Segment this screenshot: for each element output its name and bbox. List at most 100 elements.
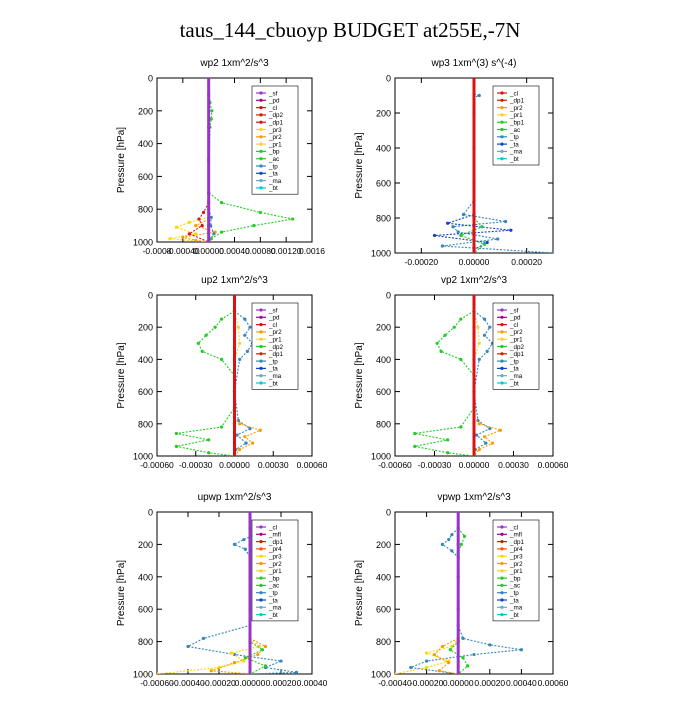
data-point xyxy=(248,672,252,674)
y-tick-label: 200 xyxy=(376,109,391,119)
data-point xyxy=(207,78,211,80)
legend-label: _pr2 xyxy=(509,561,523,568)
y-tick-label: 200 xyxy=(376,540,391,550)
legend-label: _ac xyxy=(509,583,520,590)
data-point xyxy=(472,422,476,426)
legend-marker xyxy=(500,561,504,566)
data-point xyxy=(232,325,237,329)
data-point xyxy=(443,333,447,337)
legend-label: _dp1 xyxy=(268,539,284,546)
x-tick-label: -0.00060 xyxy=(140,460,174,470)
legend-marker xyxy=(259,157,263,161)
legend-label: _pd xyxy=(268,315,280,322)
data-point xyxy=(409,665,413,670)
legend-label: _cl xyxy=(268,105,277,112)
legend-label: _bp xyxy=(268,575,280,582)
plot-area xyxy=(395,512,524,674)
legend-label: _dp2 xyxy=(268,344,284,351)
legend-marker xyxy=(500,598,504,602)
legend-marker xyxy=(259,315,263,319)
data-point xyxy=(480,225,484,229)
data-point xyxy=(248,542,252,547)
series-line-tp xyxy=(186,527,297,674)
x-tick-label: 0.00120 xyxy=(271,246,302,256)
data-point xyxy=(243,333,247,337)
legend-label: _bt xyxy=(509,612,519,619)
chart-panel-6: vpwp 1xm^2/s^3 Pressure [hPa] 0 200 400 600 80… xyxy=(354,492,569,688)
x-tick-label: -0.00040 xyxy=(166,246,200,256)
legend-marker xyxy=(500,605,504,609)
data-point xyxy=(482,317,487,321)
data-point xyxy=(168,237,172,241)
data-point xyxy=(461,656,465,660)
legend-label: _bt xyxy=(509,380,519,387)
data-point xyxy=(459,542,463,547)
data-point xyxy=(238,447,242,452)
data-point xyxy=(440,244,444,248)
y-tick-label: 1000 xyxy=(133,238,153,248)
data-point xyxy=(477,422,481,426)
plot-area xyxy=(168,78,295,242)
legend-marker xyxy=(259,381,263,385)
legend-marker xyxy=(500,381,504,385)
data-point xyxy=(482,435,487,439)
x-tick-label: 0.00000 xyxy=(219,460,250,470)
data-point xyxy=(459,317,463,321)
legend-marker xyxy=(259,352,263,356)
y-tick-label: 1000 xyxy=(371,249,391,259)
series-line-dp1 xyxy=(188,202,210,242)
plot-area xyxy=(432,78,553,253)
data-point xyxy=(219,357,224,361)
legend-label: _pr2 xyxy=(268,561,282,568)
legend-label: _pd xyxy=(268,98,280,105)
legend-label: _sf xyxy=(268,90,278,97)
y-axis-label: Pressure [hPa] xyxy=(116,127,127,193)
data-point xyxy=(252,224,256,228)
y-tick-label: 200 xyxy=(138,323,153,333)
x-tick-label: 0.00020 xyxy=(266,678,297,688)
legend-label: _pr1 xyxy=(509,568,523,575)
legend-label: _cl xyxy=(268,322,277,329)
y-tick-label: 600 xyxy=(376,605,391,615)
data-point xyxy=(243,317,247,321)
series-line-pr3 xyxy=(157,637,261,674)
x-tick-label: 0.00020 xyxy=(474,678,505,688)
x-tick-label: 0.00000 xyxy=(459,460,490,470)
data-point xyxy=(498,428,502,432)
data-point xyxy=(219,230,224,234)
legend-marker xyxy=(259,330,263,334)
data-point xyxy=(207,125,211,129)
data-point xyxy=(243,435,247,439)
data-point xyxy=(232,422,237,426)
x-tick-label: 0.00080 xyxy=(245,246,276,256)
legend-marker xyxy=(259,186,263,190)
y-tick-label: 0 xyxy=(386,508,391,518)
series-line-dp2 xyxy=(414,310,475,456)
y-tick-label: 800 xyxy=(376,637,391,647)
data-point xyxy=(461,636,465,640)
data-point xyxy=(210,109,214,113)
x-tick-label: -0.00020 xyxy=(202,678,236,688)
data-point xyxy=(476,325,480,329)
data-point xyxy=(248,325,252,329)
data-point xyxy=(466,664,470,668)
chart-panel-3: up2 1xm^2/s^3 Pressure [hPa] 0 200 400 600 800… xyxy=(116,275,328,470)
y-tick-label: 0 xyxy=(386,74,391,84)
data-point xyxy=(235,433,239,437)
legend-marker xyxy=(500,308,504,312)
legend-marker xyxy=(500,344,504,349)
legend-label: _ac xyxy=(509,127,520,134)
legend-label: _ma xyxy=(509,605,523,612)
data-point xyxy=(472,181,476,185)
x-tick-label: -0.00030 xyxy=(179,460,213,470)
legend-marker xyxy=(259,540,263,544)
x-tick-label: -0.00060 xyxy=(378,460,412,470)
legend-marker xyxy=(500,576,504,580)
data-point xyxy=(452,325,456,329)
chart-panel-5: upwp 1xm^2/s^3 Pressure [hPa] 0 200 400 600 80… xyxy=(116,492,328,688)
chart-title: wp3 1xm^(3) s^(-4) xyxy=(431,58,517,69)
legend-marker xyxy=(500,337,504,341)
data-point xyxy=(232,454,237,456)
